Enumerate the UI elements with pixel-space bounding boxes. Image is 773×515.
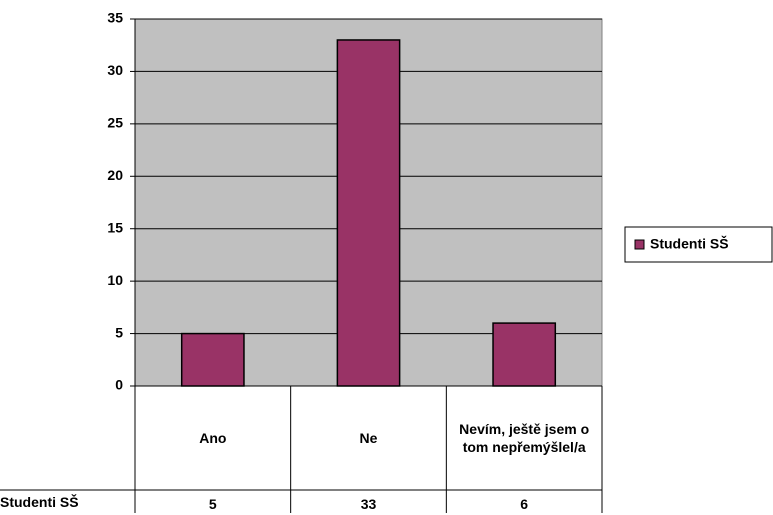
y-tick-label: 5 (115, 324, 123, 340)
y-tick-label: 10 (107, 272, 123, 288)
category-label: Nevím, ještě jsem o tom nepřemýšlel/a (459, 421, 590, 455)
y-tick-label: 20 (107, 167, 123, 183)
table-value: 5 (208, 496, 217, 512)
bar (180, 332, 245, 387)
category-label: Ano (199, 430, 227, 446)
category-label: Ne (359, 430, 378, 446)
table-value: 6 (520, 496, 529, 512)
bar (492, 322, 557, 387)
y-tick-label: 15 (107, 219, 123, 235)
legend-label: Studenti SŠ (650, 235, 729, 252)
y-tick-label: 30 (107, 62, 123, 78)
y-tick-label: 35 (107, 10, 123, 26)
y-tick-label: 25 (107, 115, 123, 131)
legend-box (624, 226, 773, 263)
table-value: 33 (360, 496, 377, 512)
y-tick-label: 0 (115, 377, 123, 393)
bar (336, 39, 401, 387)
legend-swatch (634, 239, 645, 250)
table-row-label: Studenti SŠ (0, 494, 79, 510)
